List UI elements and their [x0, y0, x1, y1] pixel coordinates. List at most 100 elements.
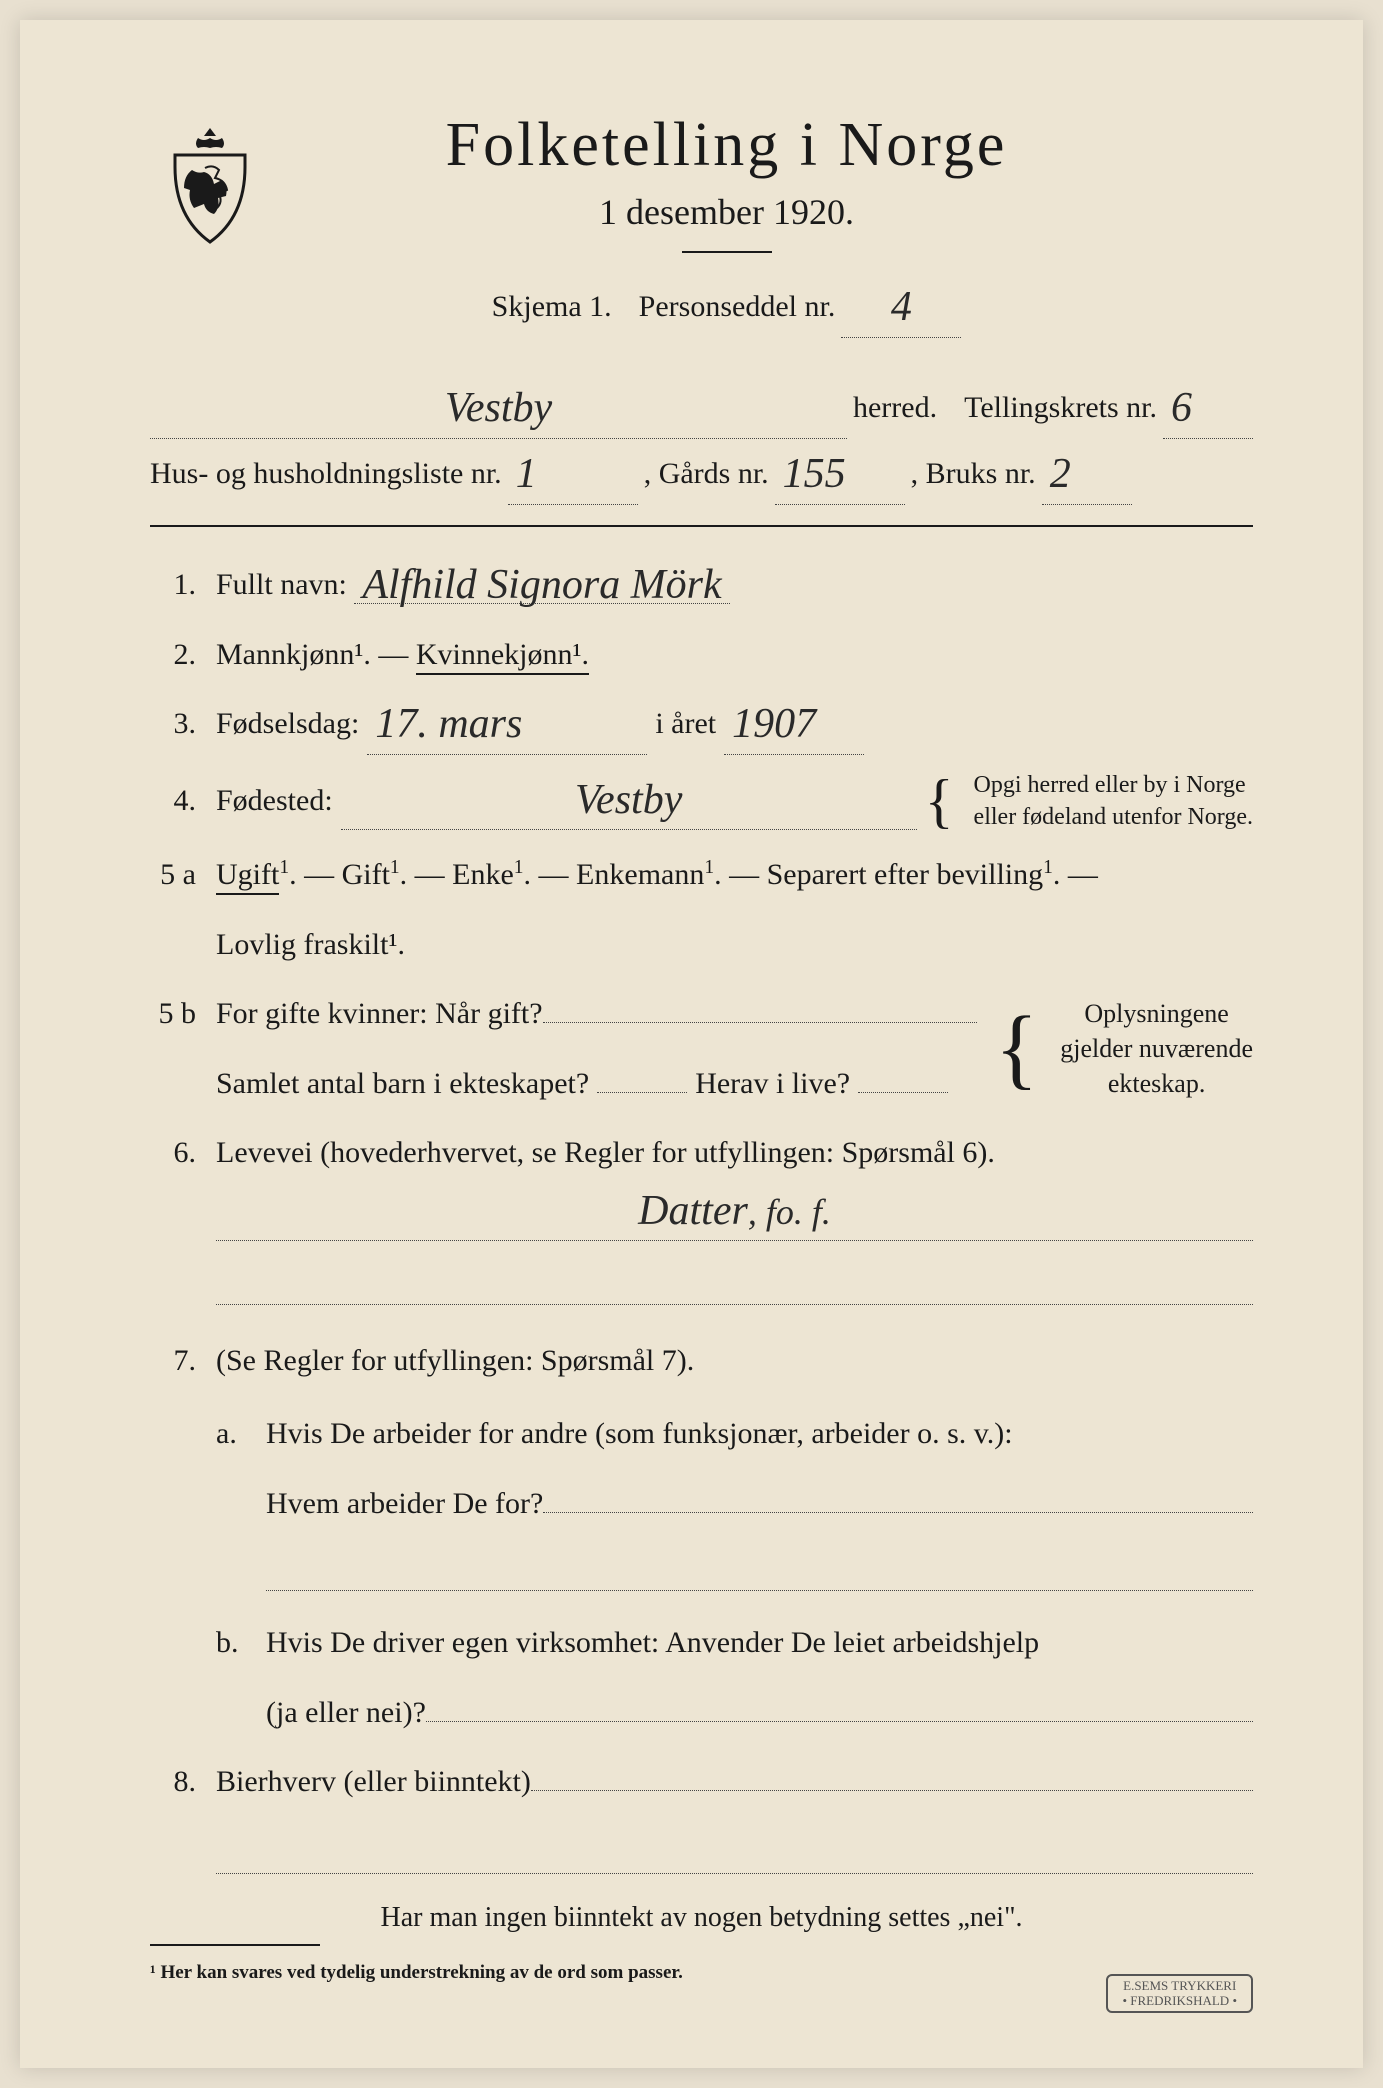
- personseddel-label: Personseddel nr.: [639, 278, 836, 335]
- q3-label: Fødselsdag:: [216, 696, 359, 752]
- q4-label: Fødested:: [216, 773, 333, 829]
- q5a-ugift: Ugift: [216, 858, 279, 895]
- gards-value: 155: [783, 458, 846, 492]
- husliste-line: Hus- og husholdningsliste nr. 1 , Gårds …: [150, 445, 1253, 505]
- skjema-label: Skjema 1.: [492, 278, 612, 335]
- q5b-l2a: Samlet antal barn i ekteskapet?: [216, 1056, 589, 1112]
- q5b-note3: ekteskap.: [1108, 1069, 1205, 1098]
- tellingskrets-value: 6: [1171, 392, 1192, 426]
- q6-field: Datter , fo. f.: [216, 1191, 1253, 1241]
- q5b-l2b-field: [858, 1090, 948, 1093]
- q2-num: 2.: [150, 627, 196, 683]
- q5a-num: 5 a: [150, 847, 196, 903]
- q3-day-field: 17. mars: [367, 696, 647, 755]
- q7b-l1: Hvis De driver egen virksomhet: Anvender…: [266, 1626, 1039, 1659]
- personseddel-field: 4: [841, 278, 961, 338]
- q7a-field-2: [266, 1541, 1253, 1591]
- q7a-l1: Hvis De arbeider for andre (som funksjon…: [266, 1417, 1013, 1450]
- title-block: Folketelling i Norge 1 desember 1920. Sk…: [300, 110, 1253, 344]
- foot-short-rule: [150, 1944, 320, 1946]
- q8-field-2: [216, 1824, 1253, 1874]
- gards-label: , Gårds nr.: [644, 445, 769, 502]
- q7a-letter: a.: [216, 1406, 246, 1605]
- q6-field-2: [216, 1255, 1253, 1305]
- foot-note-2: ¹ Her kan svares ved tydelig understrekn…: [150, 1962, 1253, 1984]
- q5b-note2: gjelder nuværende: [1060, 1034, 1253, 1063]
- q4-value: Vestby: [575, 784, 682, 818]
- q5b-l1: For gifte kvinner: Når gift?: [216, 986, 543, 1042]
- q5b-l1-field: [543, 1020, 977, 1023]
- herred-value: Vestby: [445, 392, 552, 426]
- q5b-l2b: Herav i live?: [695, 1056, 850, 1112]
- q5b-left: For gifte kvinner: Når gift? Samlet anta…: [216, 986, 977, 1111]
- q8-label: Bierhverv (eller biinntekt): [216, 1754, 531, 1810]
- printer-stamp: E.SEMS TRYKKERI • FREDRIKSHALD •: [1106, 1974, 1253, 2013]
- q3-mid: i året: [655, 696, 716, 752]
- title-divider: [682, 251, 772, 253]
- q1-label: Fullt navn:: [216, 568, 347, 601]
- q3-year-field: 1907: [724, 696, 864, 755]
- census-form-page: Folketelling i Norge 1 desember 1920. Sk…: [20, 20, 1363, 2068]
- tellingskrets-field: 6: [1163, 379, 1253, 439]
- husliste-value: 1: [516, 458, 537, 492]
- q1: 1. Fullt navn: Alfhild Signora Mörk: [150, 557, 1253, 613]
- q4-num: 4.: [150, 773, 196, 829]
- husliste-field: 1: [508, 445, 638, 505]
- q7-label: (Se Regler for utfyllingen: Spørsmål 7).: [216, 1344, 694, 1377]
- stamp-l2: • FREDRIKSHALD •: [1122, 1993, 1237, 2008]
- q4-note2: eller fødeland utenfor Norge.: [974, 804, 1253, 830]
- bruks-field: 2: [1042, 445, 1132, 505]
- page-subtitle: 1 desember 1920.: [300, 191, 1153, 233]
- q7b-l2: (ja eller nei)?: [266, 1685, 426, 1741]
- tellingskrets-label: Tellingskrets nr.: [964, 379, 1157, 436]
- q4-field: Vestby: [341, 772, 917, 831]
- skjema-line: Skjema 1. Personseddel nr. 4: [300, 278, 1153, 338]
- personseddel-value: 4: [891, 291, 912, 325]
- q3-day: 17. mars: [375, 708, 522, 742]
- q5a: 5 a Ugift1. — Gift1. — Enke1. — Enkemann…: [150, 847, 1253, 972]
- q3-num: 3.: [150, 696, 196, 752]
- bruks-value: 2: [1050, 458, 1071, 492]
- bruks-label: , Bruks nr.: [911, 445, 1036, 502]
- q2-value: Kvinnekjønn¹.: [416, 638, 589, 675]
- coat-of-arms-icon: [150, 120, 270, 260]
- q4: 4. Fødested: Vestby { Opgi herred eller …: [150, 769, 1253, 834]
- page-title: Folketelling i Norge: [300, 110, 1153, 181]
- brace-icon: {: [995, 1026, 1038, 1071]
- q7a-l2: Hvem arbeider De for?: [266, 1476, 543, 1532]
- q7-num: 7.: [150, 1333, 196, 1389]
- q8-num: 8.: [150, 1754, 196, 1810]
- q6: 6. Levevei (hovederhvervet, se Regler fo…: [150, 1125, 1253, 1319]
- herred-field: Vestby: [150, 379, 847, 439]
- q1-value: Alfhild Signora Mörk: [362, 569, 721, 603]
- q2-label: Mannkjønn¹. —: [216, 638, 416, 671]
- husliste-label: Hus- og husholdningsliste nr.: [150, 445, 502, 502]
- q5b-note1: Oplysningene: [1084, 999, 1228, 1028]
- brace-icon: {: [925, 786, 954, 816]
- gards-field: 155: [775, 445, 905, 505]
- q7a-field: [543, 1510, 1253, 1513]
- q5a-cont: Lovlig fraskilt¹.: [216, 917, 1253, 973]
- foot-note-1: Har man ingen biinntekt av nogen betydni…: [150, 1902, 1253, 1934]
- q6-num: 6.: [150, 1125, 196, 1181]
- q2: 2. Mannkjønn¹. — Kvinnekjønn¹.: [150, 627, 1253, 683]
- q1-num: 1.: [150, 557, 196, 613]
- q8: 8. Bierhverv (eller biinntekt): [150, 1754, 1253, 1810]
- q4-note1: Opgi herred eller by i Norge: [974, 772, 1246, 798]
- q8-field: [531, 1788, 1253, 1791]
- herred-line: Vestby herred. Tellingskrets nr. 6: [150, 379, 1253, 439]
- q5b-l2a-field: [597, 1090, 687, 1093]
- q4-note: Opgi herred eller by i Norge eller fødel…: [974, 769, 1253, 834]
- q3-year: 1907: [732, 708, 816, 742]
- herred-label: herred.: [853, 379, 937, 436]
- q5b-note: Oplysningene gjelder nuværende ekteskap.: [1060, 996, 1253, 1101]
- section-rule: [150, 525, 1253, 527]
- q7: 7. (Se Regler for utfyllingen: Spørsmål …: [150, 1333, 1253, 1741]
- stamp-l1: E.SEMS TRYKKERI: [1123, 1978, 1236, 1993]
- q6-value2: , fo. f.: [748, 1198, 831, 1227]
- q5b-num: 5 b: [150, 986, 196, 1042]
- q5b: 5 b For gifte kvinner: Når gift? Samlet …: [150, 986, 1253, 1111]
- q7b-letter: b.: [216, 1615, 246, 1740]
- q1-field: Alfhild Signora Mörk: [354, 568, 729, 604]
- q6-value: Datter: [638, 1195, 748, 1229]
